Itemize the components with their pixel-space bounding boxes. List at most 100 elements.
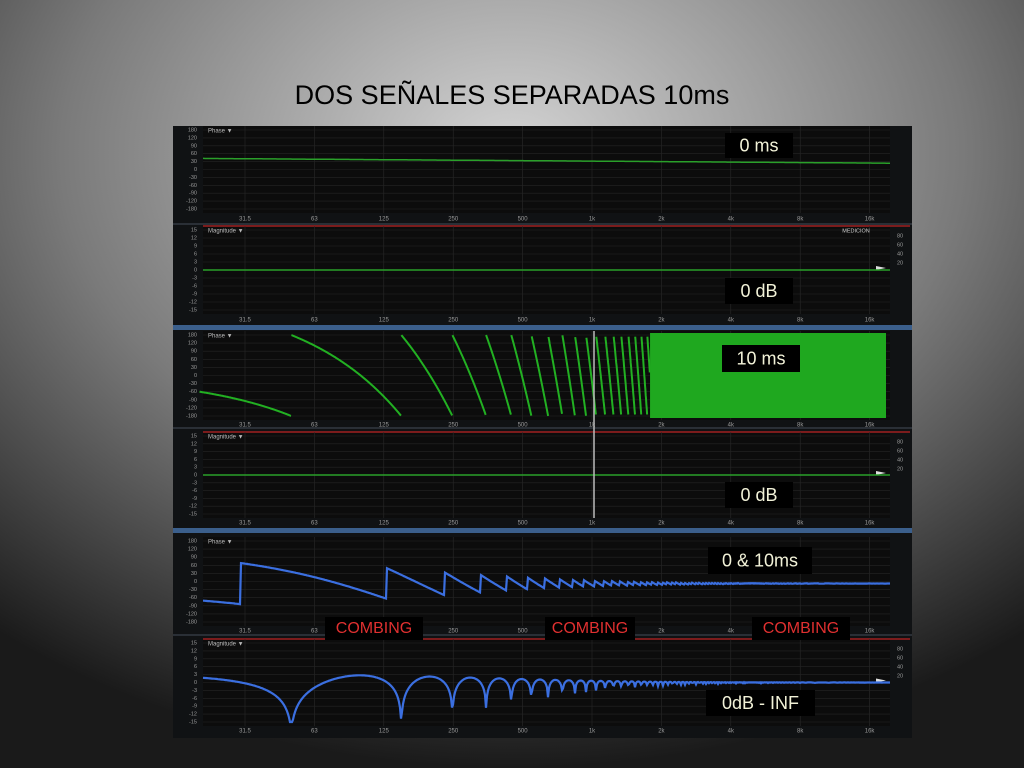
- y-tick-label: -30: [189, 381, 197, 387]
- y-tick-label: 12: [191, 235, 197, 241]
- y-tick-label: -3: [192, 480, 197, 486]
- x-tick-label: 63: [311, 521, 318, 527]
- x-tick-label: 8k: [797, 729, 804, 735]
- overlay-label: 10 ms: [736, 348, 785, 368]
- overlay-box: [706, 690, 815, 716]
- y-tick-label: -30: [189, 175, 197, 181]
- x-tick-label: 16k: [865, 521, 876, 527]
- overlay-box: [708, 547, 812, 574]
- overlay-box: [725, 482, 793, 508]
- y-tick-label: -9: [192, 496, 197, 502]
- y-tick-label: 0: [194, 373, 197, 379]
- panel-header: Phase ▼: [208, 540, 233, 546]
- x-tick-label: 63: [311, 423, 318, 429]
- y-tick-label: 180: [188, 332, 197, 338]
- y-tick-label: 9: [194, 449, 197, 455]
- right-tick-label: 60: [897, 655, 903, 661]
- overlay-label: 0 ms: [739, 135, 778, 155]
- x-tick-label: 125: [379, 729, 390, 735]
- combing-label: COMBING: [552, 620, 628, 637]
- slide-title: DOS SEÑALES SEPARADAS 10ms: [295, 79, 730, 110]
- y-tick-label: -3: [192, 688, 197, 694]
- x-tick-label: 500: [518, 423, 529, 429]
- panel-header: Phase ▼: [208, 334, 233, 340]
- x-tick-label: 63: [311, 629, 318, 635]
- y-tick-label: -90: [189, 603, 197, 609]
- y-tick-label: 9: [194, 656, 197, 662]
- overlay-label: 0dB - INF: [722, 693, 799, 713]
- x-tick-label: 16k: [865, 629, 876, 635]
- y-tick-label: 30: [191, 365, 197, 371]
- panel-header: Magnitude ▼: [208, 229, 244, 235]
- x-tick-label: 4k: [728, 318, 735, 324]
- x-tick-label: 250: [448, 629, 459, 635]
- panel-header: Magnitude ▼: [208, 435, 244, 441]
- overlay-label: 0 dB: [740, 485, 777, 505]
- x-tick-label: 125: [379, 521, 390, 527]
- combing-label: COMBING: [336, 620, 412, 637]
- y-tick-label: 0: [194, 167, 197, 173]
- y-tick-label: 180: [188, 538, 197, 544]
- separator: [173, 325, 912, 330]
- y-tick-label: 90: [191, 555, 197, 561]
- marker-arrow: [876, 471, 886, 475]
- x-tick-label: 500: [518, 521, 529, 527]
- x-tick-label: 8k: [797, 521, 804, 527]
- overlay-box: [722, 345, 800, 372]
- overlay-box: [725, 133, 793, 158]
- y-tick-label: -6: [192, 283, 197, 289]
- overlay-label: 0 & 10ms: [722, 550, 798, 570]
- x-tick-label: 63: [311, 318, 318, 324]
- right-tick-label: 60: [897, 242, 903, 248]
- x-tick-label: 63: [311, 729, 318, 735]
- trace: [202, 674, 890, 724]
- x-tick-label: 500: [518, 629, 529, 635]
- separator: [173, 223, 912, 225]
- overlay-box: [725, 278, 793, 304]
- y-tick-label: -60: [189, 183, 197, 189]
- x-tick-label: 500: [518, 217, 529, 223]
- y-tick-label: -9: [192, 704, 197, 710]
- y-tick-label: -180: [186, 206, 197, 212]
- x-tick-label: 4k: [728, 521, 735, 527]
- x-tick-label: 16k: [865, 318, 876, 324]
- y-tick-label: 0: [194, 472, 197, 478]
- y-tick-label: 0: [194, 579, 197, 585]
- y-tick-label: -12: [189, 299, 197, 305]
- y-tick-label: 60: [191, 357, 197, 363]
- separator: [173, 528, 912, 533]
- x-tick-label: 2k: [658, 521, 665, 527]
- phase-trace: [199, 334, 651, 417]
- y-tick-label: 90: [191, 143, 197, 149]
- x-tick-label: 31.5: [239, 217, 251, 223]
- x-tick-label: 4k: [728, 217, 735, 223]
- medicion-label: MEDICION: [842, 228, 870, 234]
- right-tick-label: 80: [897, 439, 903, 445]
- y-tick-label: 90: [191, 349, 197, 355]
- y-tick-label: -15: [189, 307, 197, 313]
- x-tick-label: 250: [448, 521, 459, 527]
- x-tick-label: 4k: [728, 729, 735, 735]
- y-tick-label: 6: [194, 251, 197, 257]
- x-tick-label: 1k: [589, 729, 596, 735]
- x-tick-label: 2k: [658, 629, 665, 635]
- y-tick-label: 6: [194, 457, 197, 463]
- y-tick-label: 120: [188, 341, 197, 347]
- y-tick-label: -15: [189, 511, 197, 517]
- x-tick-label: 1k: [589, 521, 596, 527]
- analyzer: 31.5 63 125 250 500 1k 2k 4k 8k 16k1801209060300-…: [173, 126, 912, 735]
- y-tick-label: -30: [189, 587, 197, 593]
- y-tick-label: 0: [194, 267, 197, 273]
- x-tick-label: 1k: [589, 217, 596, 223]
- y-tick-label: -15: [189, 719, 197, 725]
- y-tick-label: 120: [188, 135, 197, 141]
- x-tick-label: 31.5: [239, 729, 251, 735]
- separator: [173, 427, 912, 429]
- right-tick-label: 40: [897, 457, 903, 463]
- x-tick-label: 250: [448, 318, 459, 324]
- x-tick-label: 4k: [728, 629, 735, 635]
- x-tick-label: 500: [518, 729, 529, 735]
- y-tick-label: 15: [191, 640, 197, 646]
- y-tick-label: 0: [194, 680, 197, 686]
